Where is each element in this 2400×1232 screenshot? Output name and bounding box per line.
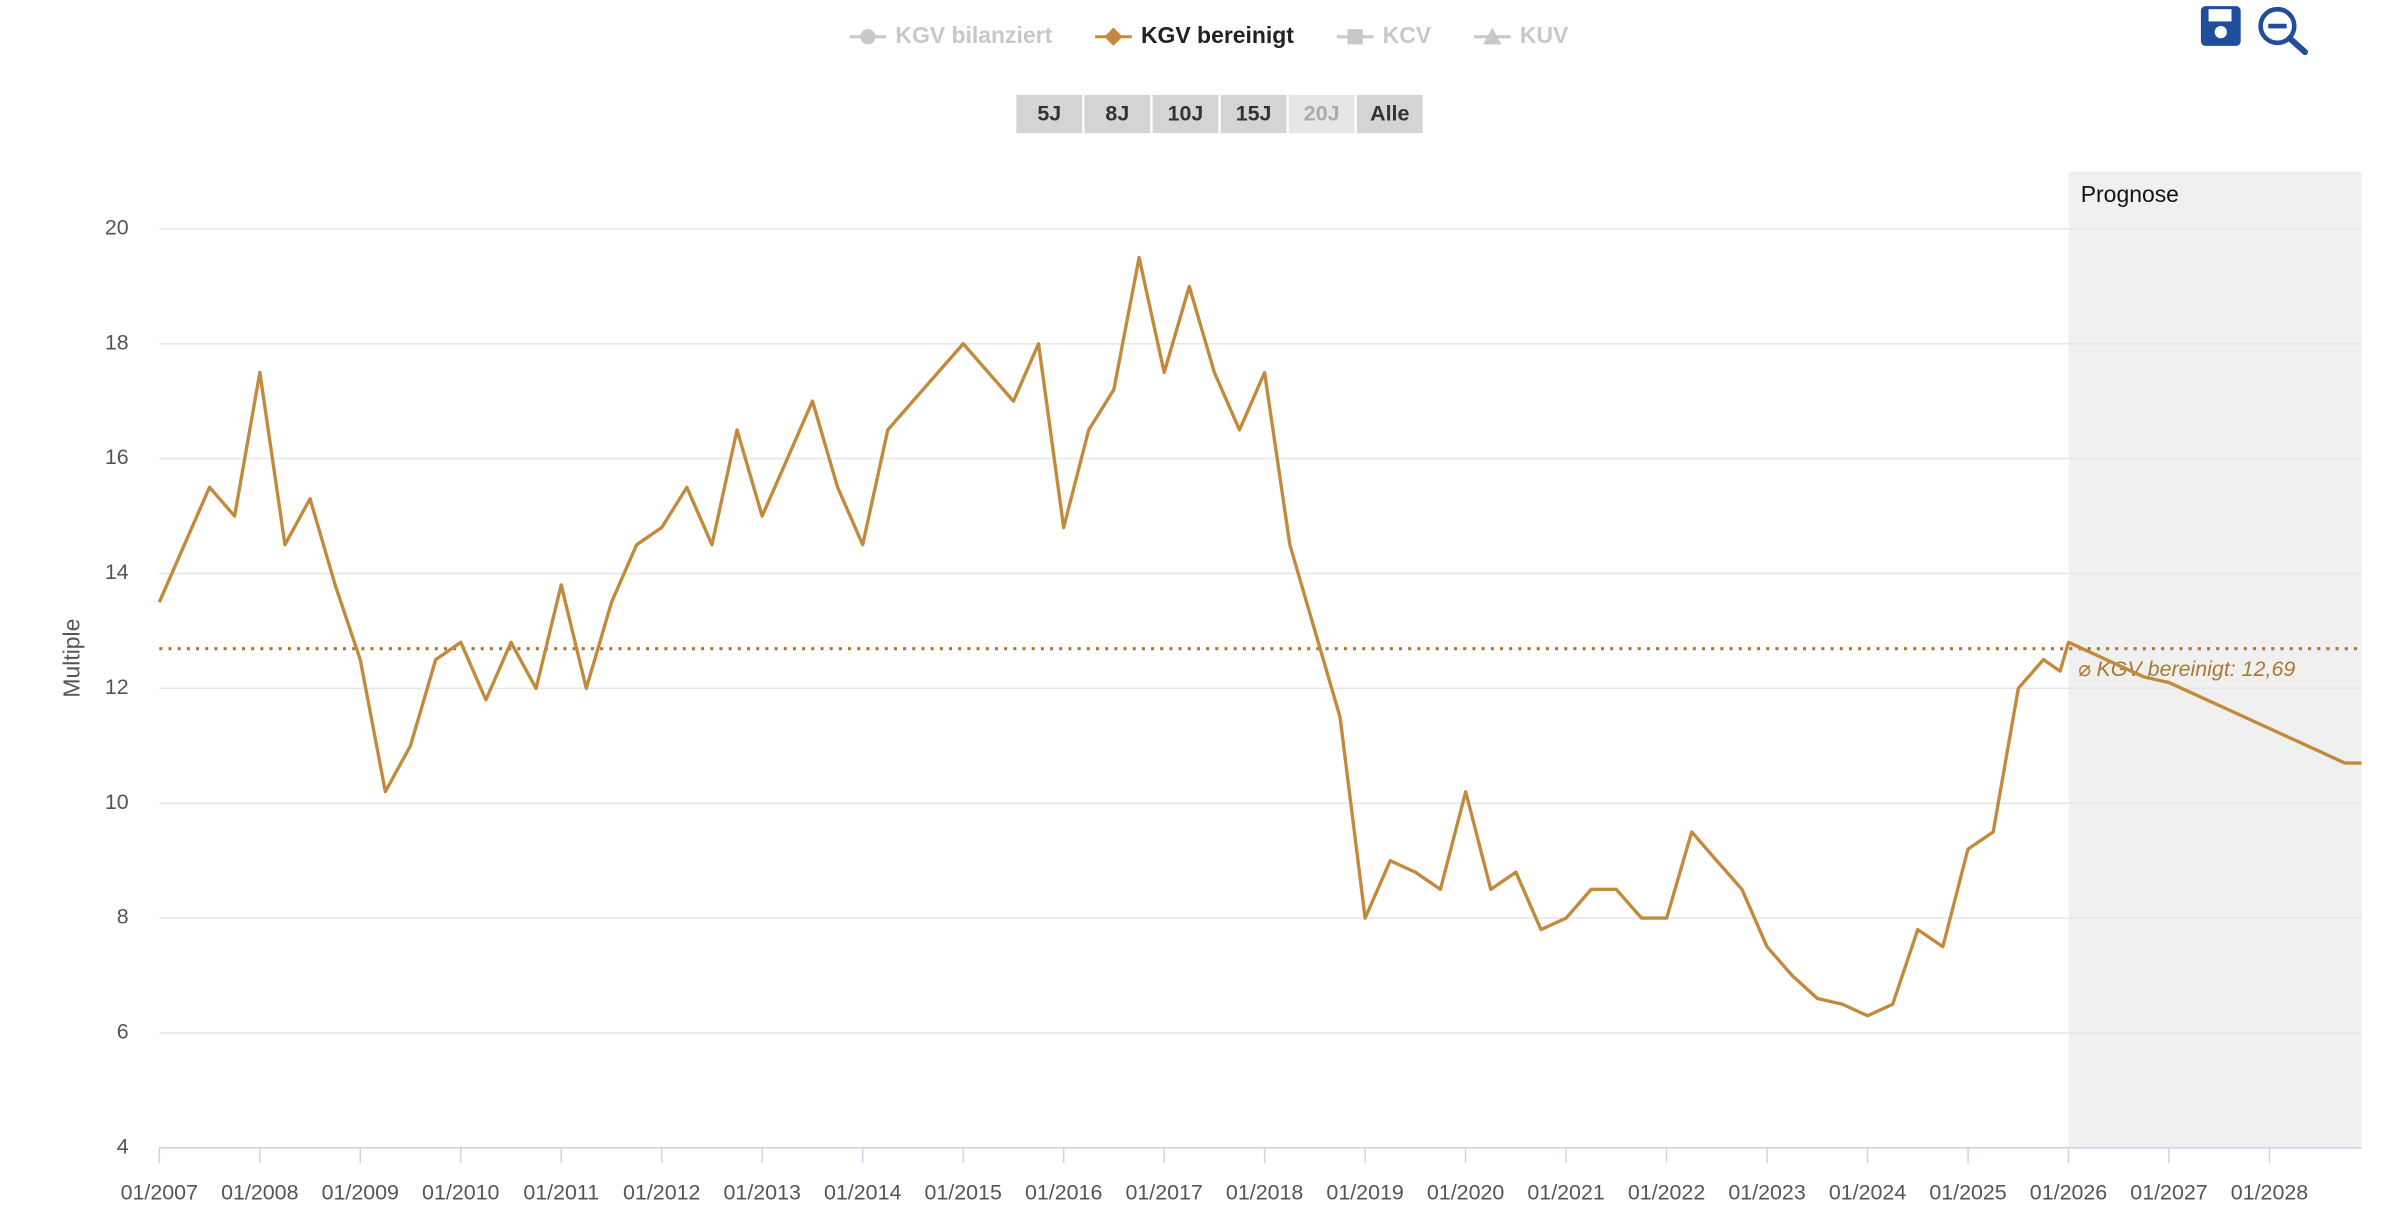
legend-label: KGV bereinigt xyxy=(1141,22,1294,48)
legend-marker xyxy=(1104,27,1123,46)
legend-item[interactable]: KCV xyxy=(1336,22,1432,48)
legend-marker xyxy=(860,29,876,45)
range-button-label: Alle xyxy=(1370,101,1409,125)
legend-marker xyxy=(1347,29,1363,45)
y-tick-label: 10 xyxy=(105,790,129,814)
x-tick-label: 01/2015 xyxy=(924,1180,1001,1204)
x-tick-label: 01/2010 xyxy=(422,1180,499,1204)
x-tick-label: 01/2023 xyxy=(1728,1180,1805,1204)
x-tick-label: 01/2009 xyxy=(322,1180,399,1204)
x-tick-label: 01/2007 xyxy=(121,1180,198,1204)
range-button-bg xyxy=(1084,94,1151,134)
y-tick-label: 8 xyxy=(117,905,129,929)
x-tick-label: 01/2027 xyxy=(2130,1180,2207,1204)
legend-item[interactable]: KGV bilanziert xyxy=(849,22,1053,48)
x-tick-label: 01/2024 xyxy=(1829,1180,1906,1204)
average-label: ⌀ KGV bereinigt: 12,69 xyxy=(2078,657,2296,681)
y-tick-label: 6 xyxy=(117,1020,129,1044)
y-tick-label: 14 xyxy=(105,560,129,584)
x-tick-label: 01/2025 xyxy=(1929,1180,2006,1204)
y-tick-label: 12 xyxy=(105,675,129,699)
legend-label: KUV xyxy=(1520,22,1569,48)
forecast-band xyxy=(2068,171,2362,1148)
x-tick-label: 01/2017 xyxy=(1125,1180,1202,1204)
x-tick-label: 01/2014 xyxy=(824,1180,901,1204)
range-button[interactable]: 10J xyxy=(1152,94,1219,134)
x-tick-label: 01/2008 xyxy=(221,1180,298,1204)
zoom-out-icon[interactable] xyxy=(2258,6,2309,56)
series-line xyxy=(157,255,2362,1018)
x-tick-label: 01/2021 xyxy=(1527,1180,1604,1204)
range-button: 20J xyxy=(1288,94,1355,134)
range-button-bg xyxy=(1152,94,1219,134)
x-tick-label: 01/2012 xyxy=(623,1180,700,1204)
range-button-bg xyxy=(1220,94,1287,134)
legend-marker xyxy=(1483,27,1502,45)
x-tick-label: 01/2013 xyxy=(724,1180,801,1204)
legend-item[interactable]: KUV xyxy=(1473,22,1569,48)
range-buttons: 5J 8J 10J 15J 20J Alle xyxy=(1016,94,1423,134)
range-button-label: 20J xyxy=(1304,101,1340,125)
range-button[interactable]: 15J xyxy=(1220,94,1287,134)
range-button-bg xyxy=(1016,94,1083,134)
y-tick-label: 4 xyxy=(117,1134,129,1158)
x-tick-label: 01/2011 xyxy=(523,1180,599,1204)
range-button[interactable]: 8J xyxy=(1084,94,1151,134)
y-tick-label: 16 xyxy=(105,445,129,469)
x-tick-label: 01/2019 xyxy=(1326,1180,1403,1204)
range-button-bg xyxy=(1356,94,1423,134)
range-button-label: 15J xyxy=(1236,101,1272,125)
y-tick-label: 20 xyxy=(105,216,129,240)
y-tick-label: 18 xyxy=(105,330,129,354)
x-tick-label: 01/2018 xyxy=(1226,1180,1303,1204)
x-tick-label: 01/2016 xyxy=(1025,1180,1102,1204)
range-button[interactable]: Alle xyxy=(1356,94,1423,134)
range-button[interactable]: 5J xyxy=(1016,94,1083,134)
y-axis-label: Multiple xyxy=(59,619,85,698)
legend: KGV bilanziert KGV bereinigt KCV KUV xyxy=(849,22,1569,48)
save-icon[interactable] xyxy=(2200,6,2241,46)
x-tick-label: 01/2026 xyxy=(2030,1180,2107,1204)
plot-area: Prognose 4 6 8 10 12 14 16 18 20 01/2007 01/2008 01/… xyxy=(105,171,2362,1204)
x-tick-label: 01/2028 xyxy=(2231,1180,2308,1204)
legend-label: KCV xyxy=(1383,22,1432,48)
range-button-label: 8J xyxy=(1105,101,1129,125)
range-button-bg xyxy=(1288,94,1355,134)
x-tick-label: 01/2022 xyxy=(1628,1180,1705,1204)
legend-item[interactable]: KGV bereinigt xyxy=(1095,22,1294,48)
range-button-label: 10J xyxy=(1168,101,1204,125)
forecast-label: Prognose xyxy=(2081,181,2179,207)
x-tick-label: 01/2020 xyxy=(1427,1180,1504,1204)
range-button-label: 5J xyxy=(1037,101,1061,125)
legend-label: KGV bilanziert xyxy=(895,22,1052,48)
